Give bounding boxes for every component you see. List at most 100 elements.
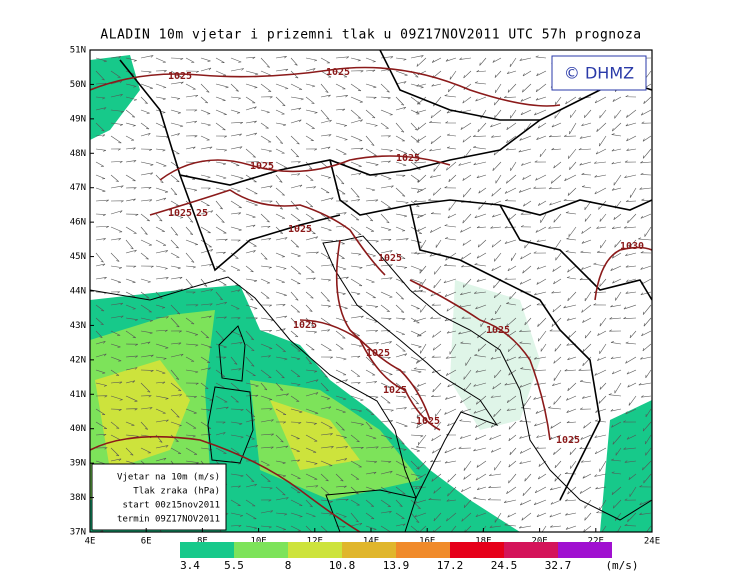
wind-arrow — [320, 109, 330, 120]
wind-arrow — [275, 525, 287, 531]
wind-arrow — [537, 200, 547, 206]
wind-arrow — [155, 445, 169, 449]
wind-arrow — [643, 96, 652, 104]
wind-arrow — [519, 382, 532, 388]
colorbar-swatch — [342, 542, 396, 558]
wind-arrow — [473, 496, 487, 501]
wind-arrow — [155, 70, 167, 73]
wind-arrow — [140, 133, 151, 137]
wind-arrow — [564, 369, 577, 372]
wind-arrow — [506, 356, 517, 362]
wind-arrow — [335, 108, 346, 112]
wind-arrow — [290, 499, 303, 507]
wind-arrow — [230, 252, 239, 259]
wind-arrow — [305, 226, 316, 235]
wind-arrow — [245, 473, 255, 483]
wind-arrow — [335, 421, 345, 431]
wind-arrow — [473, 408, 487, 414]
wind-arrow — [380, 408, 394, 412]
wind-arrow — [534, 382, 547, 386]
wind-arrow — [110, 210, 123, 215]
wind-arrow — [417, 213, 427, 219]
wind-arrow — [290, 459, 301, 462]
wind-arrow — [185, 213, 194, 223]
wind-arrow — [536, 303, 547, 306]
wind-arrow — [460, 226, 472, 233]
wind-arrow — [563, 304, 577, 309]
wind-arrow — [170, 133, 180, 137]
wind-arrow — [395, 434, 405, 445]
wind-arrow — [410, 421, 421, 426]
wind-arrow — [305, 213, 315, 220]
wind-arrow — [639, 512, 652, 515]
wind-arrow — [505, 148, 517, 151]
wind-arrow — [155, 457, 167, 462]
wind-arrow — [290, 304, 301, 313]
wind-arrow — [473, 291, 487, 294]
wind-arrow — [170, 81, 184, 85]
wind-arrow — [569, 122, 577, 135]
wind-arrow — [446, 133, 457, 137]
wind-arrow — [507, 343, 517, 353]
wind-arrow — [536, 70, 547, 77]
wind-arrow — [460, 291, 472, 296]
info-line: Vjetar na 10m (m/s) — [117, 473, 220, 483]
wind-arrow — [275, 460, 286, 465]
wind-arrow — [535, 446, 547, 449]
wind-arrow — [155, 83, 167, 89]
wind-arrow — [185, 317, 195, 325]
wind-arrow — [320, 473, 329, 482]
wind-arrow — [110, 369, 120, 376]
wind-arrow — [433, 512, 442, 522]
wind-arrow — [140, 369, 154, 373]
wind-arrow — [185, 356, 195, 362]
border — [179, 174, 341, 272]
wind-arrow — [380, 420, 393, 423]
wind-arrow — [380, 226, 392, 231]
wind-arrow — [140, 55, 154, 59]
wind-arrow — [503, 499, 517, 504]
wind-arrow — [260, 109, 270, 114]
wind-arrow — [230, 226, 242, 231]
wind-arrow — [305, 356, 312, 365]
wind-arrow — [95, 174, 106, 180]
wind-arrow — [550, 421, 562, 429]
wind-arrow — [599, 278, 607, 287]
wind-arrow — [260, 408, 273, 411]
wind-arrow — [155, 381, 166, 384]
wind-arrow — [140, 109, 150, 114]
wind-arrow — [230, 473, 244, 478]
wind-arrow — [639, 485, 652, 488]
wind-arrow — [599, 460, 607, 472]
wind-arrow — [554, 460, 562, 469]
wind-arrow — [534, 421, 547, 427]
lon-label: 10E — [250, 537, 266, 547]
wind-arrow — [476, 278, 487, 282]
wind-arrow — [524, 473, 532, 482]
wind-arrow — [260, 161, 272, 165]
isobar-label: 1025 — [383, 385, 407, 396]
wind-arrow — [275, 393, 289, 397]
isobar-label: 1025 — [288, 224, 312, 235]
wind-arrow — [260, 473, 271, 482]
wind-arrow — [140, 341, 151, 345]
wind-arrow — [629, 187, 637, 198]
wind-arrow — [185, 304, 199, 307]
wind-arrow — [155, 291, 163, 300]
wind-arrow — [200, 356, 211, 363]
wind-arrow — [305, 408, 319, 415]
wind-arrow — [642, 148, 652, 159]
wind-arrow — [140, 265, 154, 268]
wind-arrow — [640, 251, 652, 254]
wind-arrow — [566, 420, 577, 424]
wind-arrow — [431, 473, 442, 482]
wind-arrow — [95, 317, 104, 326]
wind-arrow — [230, 200, 242, 209]
wind-arrow — [230, 342, 243, 345]
wind-arrow — [641, 330, 652, 337]
wind-arrow — [481, 525, 487, 532]
wind-arrow — [432, 447, 442, 454]
wind-arrow — [350, 57, 361, 62]
wind-arrow — [614, 109, 622, 119]
wind-arrow — [290, 382, 301, 386]
